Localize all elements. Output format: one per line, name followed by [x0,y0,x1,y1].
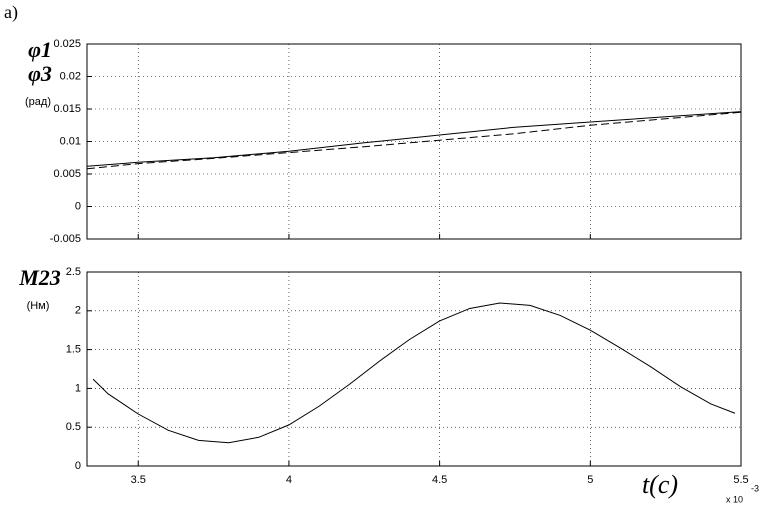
data-line [86,111,742,167]
y-tick-label: 2 [75,305,81,317]
data-line [92,302,736,444]
x-tick-label: 5 [587,474,593,486]
y-tick-label: 0.02 [60,70,81,82]
x-tick-label: 4.5 [432,474,447,486]
x-multiplier: x 10 [726,494,743,504]
y-tick-label: 0.025 [53,38,81,50]
y-axis-label: φ1 [28,37,52,62]
data-line [86,111,742,170]
x-tick-label: 4 [286,474,292,486]
plot-area [86,43,742,240]
y-axis-label: φ3 [28,61,52,86]
y-tick-label: 0 [75,460,81,472]
y-tick-label: 0.015 [53,103,81,115]
y-tick-label: 2.5 [66,266,81,278]
plot-area [86,271,742,467]
y-axis-label: (рад) [25,96,51,108]
panel-label: а) [4,2,18,23]
y-tick-label: 0.01 [60,135,81,147]
y-axis-label: (Нм) [27,300,50,312]
y-tick-label: 0.5 [66,421,81,433]
x-tick-label: 3.5 [131,474,146,486]
x-tick-label: 5.5 [733,474,748,486]
y-tick-label: -0.005 [50,233,81,245]
y-tick-label: 1.5 [66,344,81,356]
y-tick-label: 0.005 [53,168,81,180]
y-axis-label: M23 [18,265,61,290]
x-axis-label: t(c) [642,470,678,499]
x-exponent: -3 [751,483,759,493]
y-tick-label: 0 [75,200,81,212]
y-tick-label: 1 [75,382,81,394]
